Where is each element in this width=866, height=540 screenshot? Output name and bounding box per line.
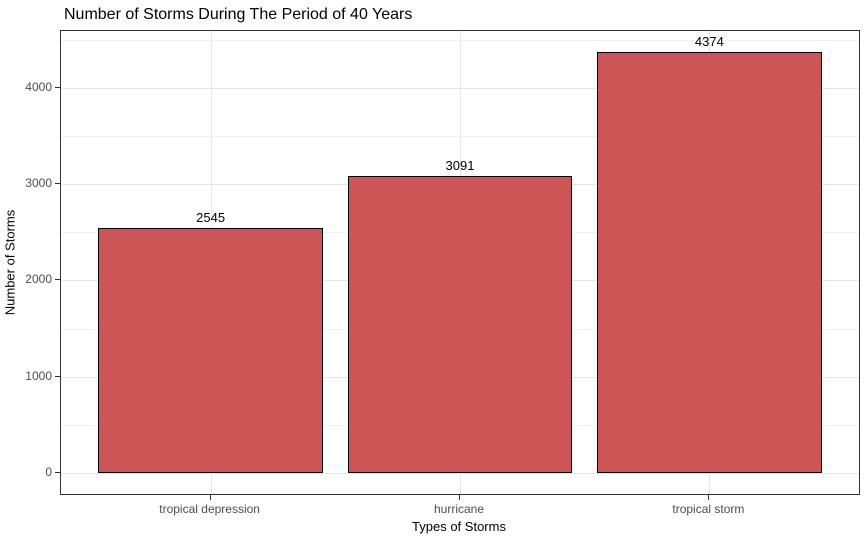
x-tick-mark bbox=[708, 495, 710, 500]
x-tick-label: tropical storm bbox=[672, 502, 745, 516]
bar-value-label: 4374 bbox=[694, 34, 724, 50]
y-tick-label: 2000 bbox=[25, 272, 52, 287]
y-tick-mark bbox=[55, 279, 60, 281]
y-axis-title: Number of Storms bbox=[2, 209, 18, 316]
x-tick-label: hurricane bbox=[433, 502, 485, 516]
x-tick-label: tropical depression bbox=[159, 502, 260, 516]
chart-title: Number of Storms During The Period of 40… bbox=[64, 6, 413, 23]
x-tick-mark bbox=[459, 495, 460, 500]
x-axis-title: Types of Storms bbox=[412, 519, 506, 534]
y-tick-label: 0 bbox=[45, 464, 52, 479]
x-tick-mark bbox=[209, 495, 211, 500]
bar-value-label: 2545 bbox=[196, 210, 226, 226]
bar bbox=[347, 175, 573, 473]
bar-value-label: 3091 bbox=[445, 157, 475, 173]
y-tick-label: 1000 bbox=[25, 368, 52, 383]
y-tick-mark bbox=[55, 183, 60, 185]
y-tick-mark bbox=[55, 87, 60, 89]
y-tick-mark bbox=[55, 471, 60, 473]
bar bbox=[597, 52, 822, 473]
y-tick-label: 4000 bbox=[25, 80, 52, 95]
plot-panel: 2545 3091 4374 bbox=[60, 30, 860, 495]
y-tick-mark bbox=[55, 375, 60, 377]
y-tick-label: 3000 bbox=[25, 176, 52, 191]
bar bbox=[98, 228, 323, 473]
